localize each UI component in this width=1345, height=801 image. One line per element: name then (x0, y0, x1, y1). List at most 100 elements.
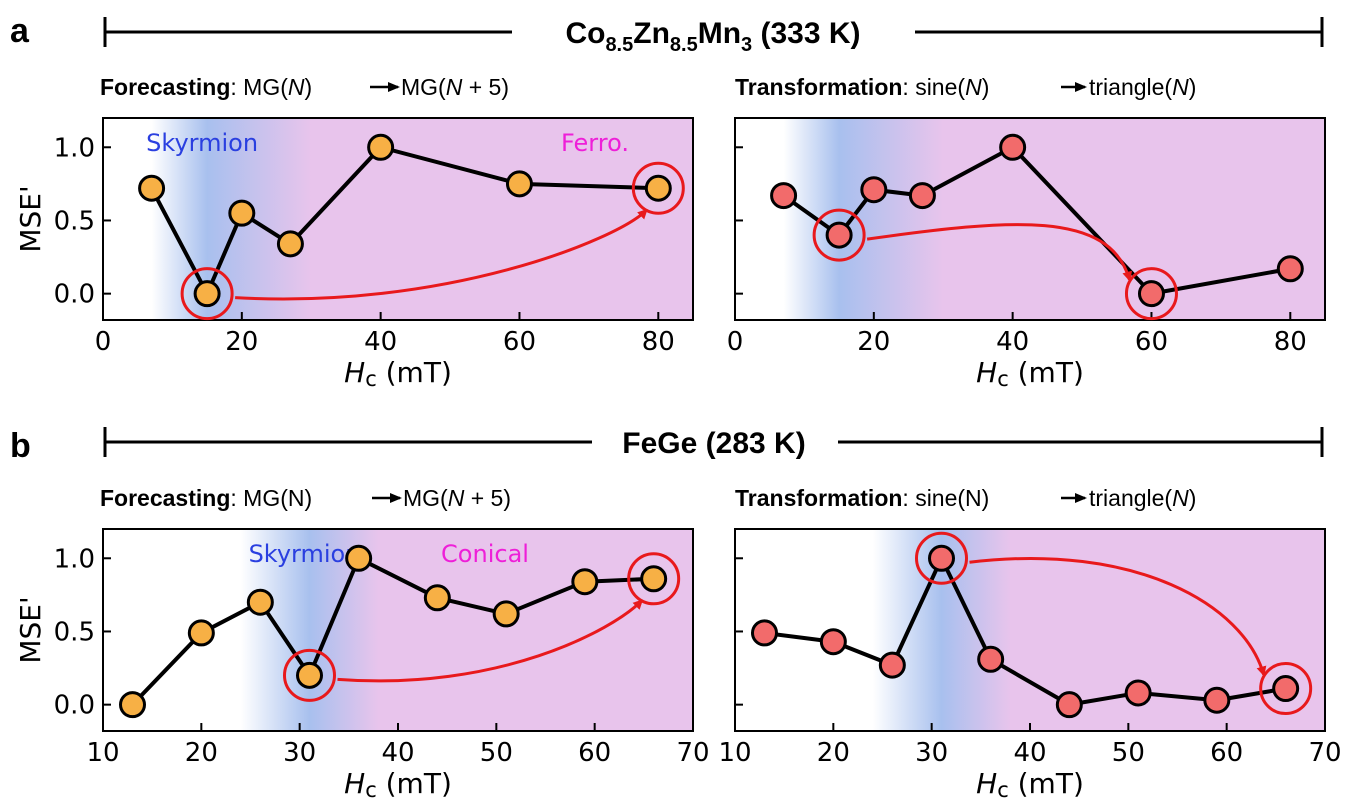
x-tick-label: 70 (1308, 738, 1341, 768)
subtitle-text: Forecasting: MG(N) (100, 485, 312, 511)
subtitle-text-right: MG(N + 5) (401, 74, 509, 100)
subtitle-text: Transformation: sine(N) (735, 485, 989, 511)
x-tick-label: 70 (676, 738, 709, 768)
data-point (246, 588, 274, 616)
x-tick-label: 10 (86, 738, 119, 768)
data-point (860, 176, 888, 204)
data-point (296, 661, 323, 689)
data-point (825, 221, 853, 249)
highlight-source (180, 267, 234, 321)
subtitle-text-right: triangle(N) (1089, 74, 1196, 100)
y-tick-label: 1.0 (54, 133, 95, 163)
highlight-target (1259, 662, 1313, 716)
subtitle-text-right: triangle(N) (1089, 485, 1196, 511)
panel-b-material: FeGe (283 K) (622, 427, 805, 460)
y-axis-label: MSE' (14, 596, 47, 663)
x-tick-label: 30 (915, 738, 948, 768)
data-point (977, 645, 1005, 673)
x-tick-label: 40 (1013, 738, 1046, 768)
highlight-source (915, 531, 968, 585)
data-point (228, 199, 256, 227)
x-tick-label: 80 (642, 327, 675, 357)
highlight-arrow (969, 557, 1267, 677)
subtitle-a-transformation: Transformation: sine(N) triangle(N) (735, 74, 1196, 100)
highlight-arrow (337, 599, 644, 683)
data-point (492, 600, 520, 628)
x-tick-label: 0 (95, 327, 112, 357)
data-point (928, 544, 955, 572)
skyrmion-label: Skyrmion (249, 540, 361, 568)
data-point (505, 170, 533, 198)
plots: Skyrmion Ferro. 0 20 40 60 80 0.0 0.5 1.0 Hc (mT) M… (14, 117, 1342, 801)
data-point (1137, 280, 1165, 308)
x-tick-label: 50 (480, 738, 513, 768)
x-tick-label: 80 (1274, 327, 1307, 357)
data-point (1203, 686, 1231, 714)
x-tick-label: 0 (727, 327, 744, 357)
y-tick-label: 0.5 (54, 617, 95, 647)
x-tick-label: 20 (857, 327, 890, 357)
data-point (345, 544, 373, 572)
plot-frame (102, 117, 694, 321)
x-tick-label: 60 (503, 327, 536, 357)
ferro-region (377, 529, 693, 731)
panel-a-letter: a (10, 12, 30, 50)
data-point (770, 182, 798, 210)
conical-label: Conical (441, 540, 529, 568)
panel-b-letter: b (10, 427, 31, 465)
x-axis-label: Hc (mT) (344, 356, 452, 391)
data-point (187, 619, 215, 647)
subtitle-a-forecasting: Forecasting: MG(N) MG(N + 5) (100, 74, 509, 100)
data-point (1276, 255, 1304, 283)
subtitle-b-transformation: Transformation: sine(N) triangle(N) (735, 485, 1196, 511)
x-tick-label: 40 (381, 738, 414, 768)
plot-b-left: Skyrmion Conical 10 20 30 40 50 60 70 0.0 0.5 1.0 Hc… (14, 528, 710, 801)
highlight-arrow (866, 223, 1133, 282)
data-point (751, 619, 778, 647)
data-point (908, 182, 936, 210)
data-point (423, 584, 451, 612)
highlight-arrow (235, 208, 648, 301)
y-tick-label: 1.0 (54, 544, 95, 574)
subtitle-text: Forecasting: MG(N) (100, 74, 312, 100)
highlight-source (283, 648, 336, 702)
skyrmion-region (783, 118, 944, 320)
panel-a-material: Co8.5Zn8.5Mn3 (333 K) (565, 17, 860, 56)
data-point (819, 628, 847, 656)
data-point (119, 691, 146, 719)
x-tick-label: 60 (578, 738, 611, 768)
data-point (138, 174, 166, 202)
x-tick-label: 20 (225, 327, 258, 357)
data-point (1055, 691, 1083, 719)
subtitle-text: Transformation: sine(N) (735, 74, 989, 100)
plot-b-right: 10 20 30 40 50 60 70 Hc (mT) (718, 528, 1342, 801)
x-tick-label: 10 (718, 738, 751, 768)
highlight-target (631, 161, 685, 215)
highlight-target (627, 552, 681, 606)
data-point (193, 280, 221, 308)
x-tick-label: 20 (185, 738, 218, 768)
y-tick-label: 0.0 (54, 280, 95, 310)
highlight-target (1124, 267, 1178, 321)
x-tick-label: 30 (283, 738, 316, 768)
highlight-source (812, 208, 866, 262)
x-tick-label: 50 (1112, 738, 1145, 768)
skyrmion-label: Skyrmion (146, 129, 258, 157)
y-tick-label: 0.5 (54, 206, 95, 236)
x-axis-label: Hc (mT) (976, 356, 1084, 391)
x-tick-label: 60 (1210, 738, 1243, 768)
x-axis-label: Hc (mT) (976, 767, 1084, 801)
ferro-label: Ferro. (561, 129, 629, 157)
data-point (640, 565, 668, 593)
subtitle-text-right: MG(N + 5) (403, 485, 511, 511)
x-tick-label: 40 (996, 327, 1029, 357)
data-point (1272, 675, 1300, 703)
plot-a-left: Skyrmion Ferro. 0 20 40 60 80 0.0 0.5 1.0 Hc (mT) M… (14, 117, 694, 391)
subtitle-b-forecasting: Forecasting: MG(N) MG(N + 5) (100, 485, 511, 511)
data-point (367, 133, 395, 161)
plot-frame (734, 117, 1326, 321)
x-tick-label: 60 (1135, 327, 1168, 357)
data-point (878, 651, 906, 679)
y-tick-label: 0.0 (54, 691, 95, 721)
